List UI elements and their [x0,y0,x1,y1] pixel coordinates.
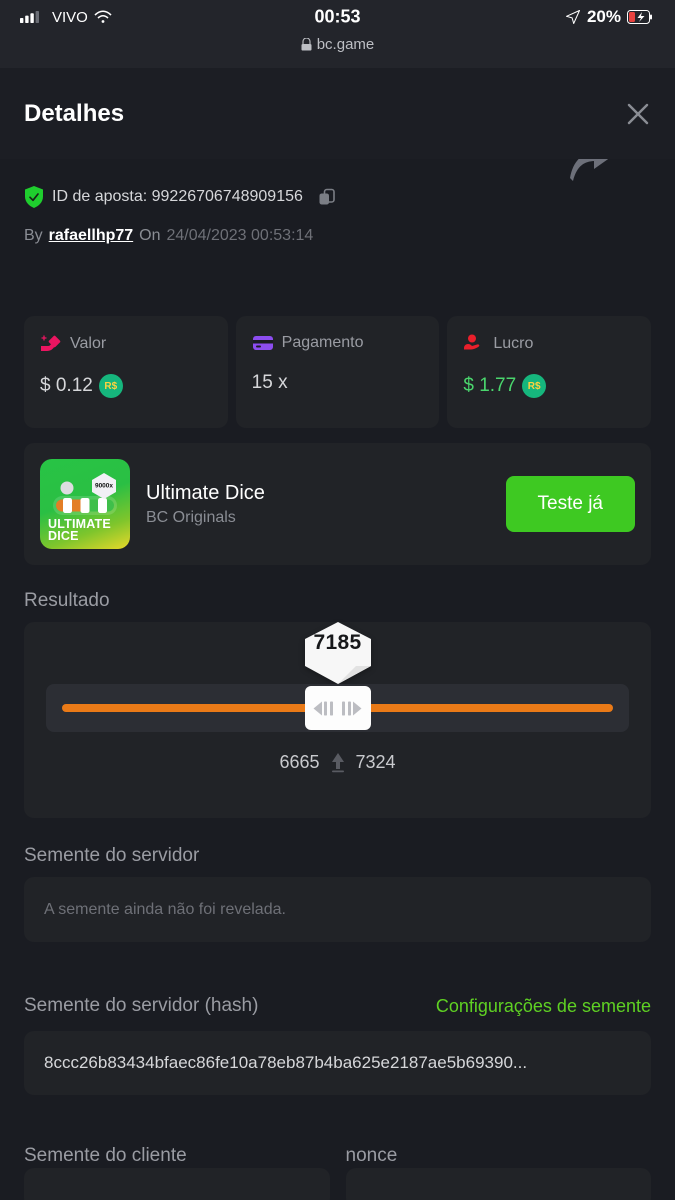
svg-text:9000x: 9000x [95,483,113,490]
